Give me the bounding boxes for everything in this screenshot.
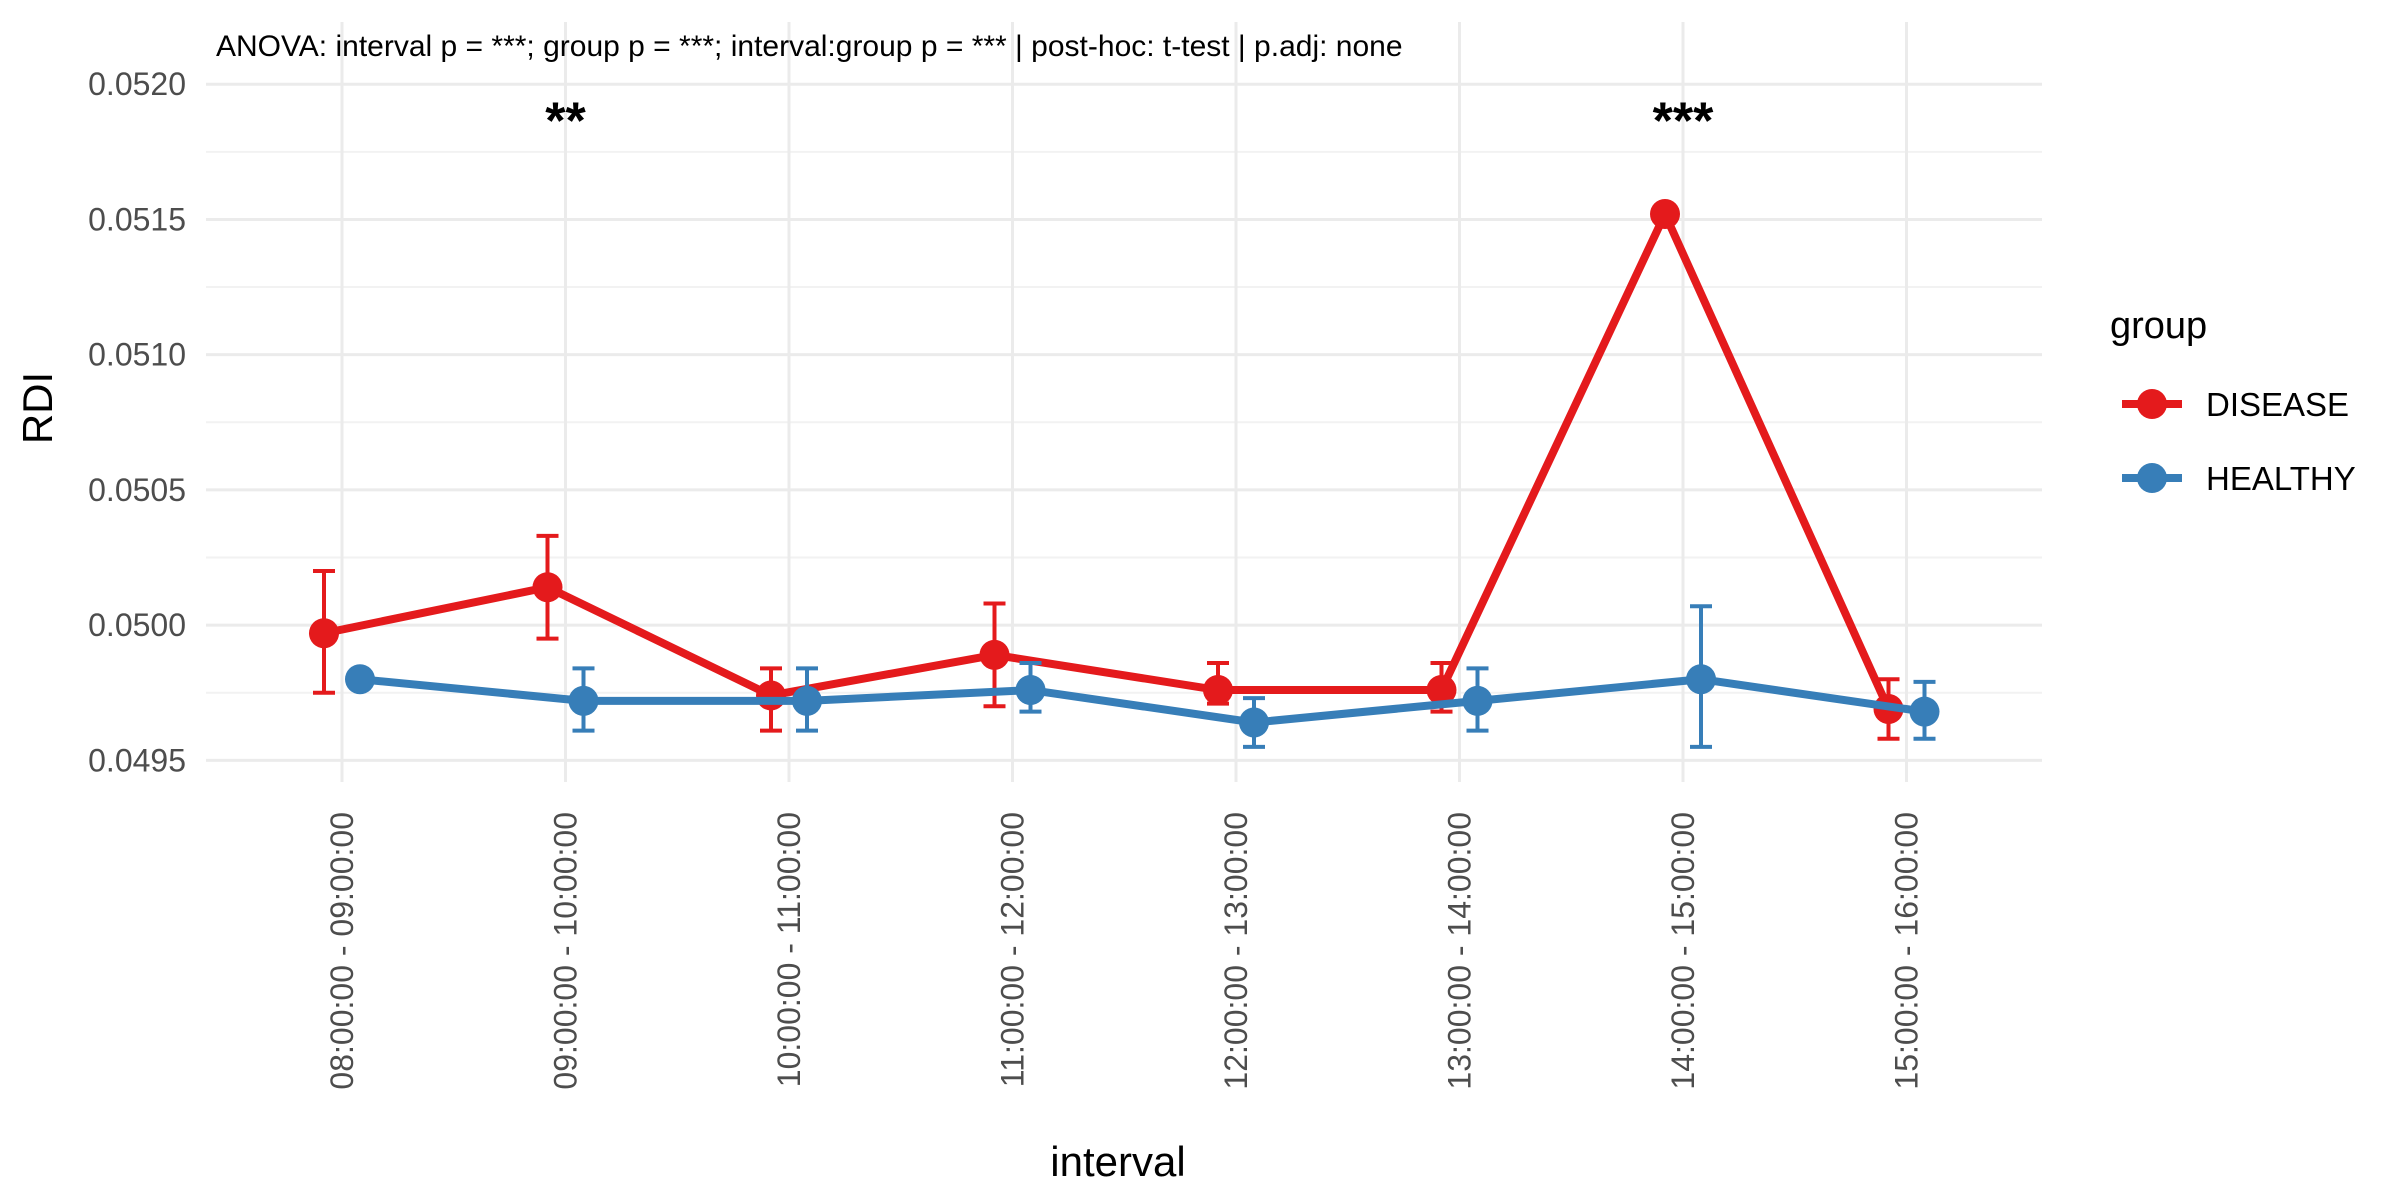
y-tick-label: 0.0520 [88, 66, 186, 102]
data-point-healthy [1909, 696, 1940, 727]
x-tick-label: 15:00:00 - 16:00:00 [1889, 812, 1925, 1090]
data-point-healthy [792, 685, 822, 716]
data-point-healthy [568, 685, 599, 716]
y-tick-label: 0.0500 [88, 607, 186, 643]
x-tick-label: 13:00:00 - 14:00:00 [1442, 812, 1478, 1090]
significance-label: ** [545, 93, 586, 151]
data-point-disease [309, 618, 339, 649]
data-point-disease [532, 572, 563, 603]
data-point-healthy [1462, 685, 1493, 716]
x-tick-label: 12:00:00 - 13:00:00 [1218, 812, 1254, 1090]
series-line-disease [323, 210, 1893, 711]
axis-labels: 0.0495 0.0500 0.0505 0.0510 0.0515 0.0520 08:0… [88, 66, 1924, 1089]
data-point-disease [1426, 675, 1457, 706]
chart-marks: ** *** [309, 93, 1940, 749]
legend-key-point [2137, 389, 2167, 419]
significance-label: *** [1653, 93, 1714, 151]
x-tick-label: 10:00:00 - 11:00:00 [771, 812, 807, 1087]
data-point-healthy [345, 664, 375, 695]
legend-label: HEALTHY [2206, 460, 2356, 497]
x-tick-label: 09:00:00 - 10:00:00 [548, 812, 584, 1090]
legend-item-healthy: HEALTHY [2122, 460, 2356, 497]
y-tick-label: 0.0495 [88, 742, 186, 778]
y-tick-label: 0.0515 [88, 201, 186, 237]
data-point-disease [1203, 675, 1233, 706]
x-tick-label: 08:00:00 - 09:00:00 [324, 812, 360, 1090]
legend: group DISEASE HEALTHY [2110, 305, 2356, 497]
x-tick-label: 11:00:00 - 12:00:00 [995, 812, 1031, 1087]
grid [206, 22, 2042, 782]
y-tick-label: 0.0505 [88, 472, 186, 508]
legend-title: group [2110, 305, 2207, 347]
data-point-disease [756, 680, 786, 711]
data-point-disease [979, 639, 1010, 670]
legend-label: DISEASE [2206, 386, 2349, 423]
legend-item-disease: DISEASE [2122, 386, 2349, 423]
anova-annotation: ANOVA: interval p = ***; group p = ***; … [216, 30, 1403, 63]
legend-key-point [2137, 463, 2167, 493]
x-axis-title: interval [1050, 1138, 1185, 1185]
data-point-healthy [1239, 707, 1269, 738]
x-tick-label: 14:00:00 - 15:00:00 [1665, 812, 1701, 1090]
data-point-disease [1650, 199, 1680, 230]
data-point-healthy [1686, 664, 1716, 695]
series-line-healthy [359, 675, 1926, 727]
data-point-healthy [1015, 675, 1046, 706]
y-tick-label: 0.0510 [88, 337, 186, 373]
y-axis-title: RDI [14, 372, 61, 444]
